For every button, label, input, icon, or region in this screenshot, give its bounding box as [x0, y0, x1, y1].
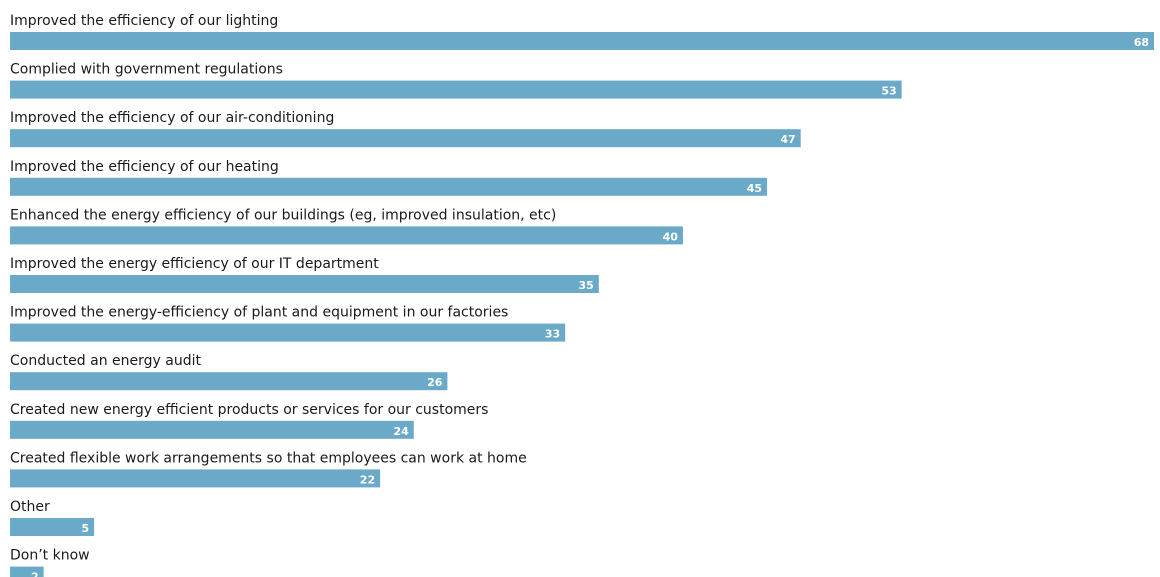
value-label: 47: [780, 133, 795, 146]
bar: [10, 566, 44, 577]
value-label: 68: [1134, 36, 1149, 49]
value-label: 40: [663, 230, 679, 243]
value-label: 53: [881, 85, 896, 98]
bars-group: Improved the efficiency of our lighting 6…: [10, 13, 1154, 577]
value-label: 22: [360, 473, 375, 486]
category-label: Improved the energy efficiency of our IT…: [10, 256, 379, 272]
bar: [10, 275, 599, 293]
bar: [10, 177, 768, 196]
bar: [10, 518, 95, 536]
value-label: 33: [545, 328, 560, 341]
bar: [10, 323, 566, 342]
bar: [10, 372, 448, 391]
value-label: 5: [81, 522, 89, 535]
category-label: Conducted an energy audit: [10, 353, 201, 369]
category-label: Improved the efficiency of our lighting: [10, 13, 278, 29]
bar: [10, 80, 902, 99]
category-label: Other: [10, 499, 50, 515]
value-label: 45: [747, 182, 762, 195]
category-label: Created flexible work arrangements so th…: [10, 450, 527, 466]
value-label: 26: [427, 376, 443, 389]
category-label: Created new energy efficient products or…: [10, 402, 488, 418]
value-label: 35: [579, 279, 594, 292]
category-label: Complied with government regulations: [10, 62, 283, 78]
bar: [10, 32, 1154, 50]
value-label: 2: [31, 571, 39, 577]
category-label: Improved the efficiency of our air-condi…: [10, 110, 334, 126]
bar: [10, 469, 381, 488]
value-label: 24: [393, 425, 409, 438]
bar: [10, 420, 414, 439]
category-label: Enhanced the energy efficiency of our bu…: [10, 207, 556, 223]
category-label: Improved the efficiency of our heating: [10, 159, 279, 175]
bar: [10, 226, 683, 245]
category-label: Don’t know: [10, 548, 90, 564]
category-label: Improved the energy-efficiency of plant …: [10, 305, 508, 321]
bar: [10, 129, 801, 148]
